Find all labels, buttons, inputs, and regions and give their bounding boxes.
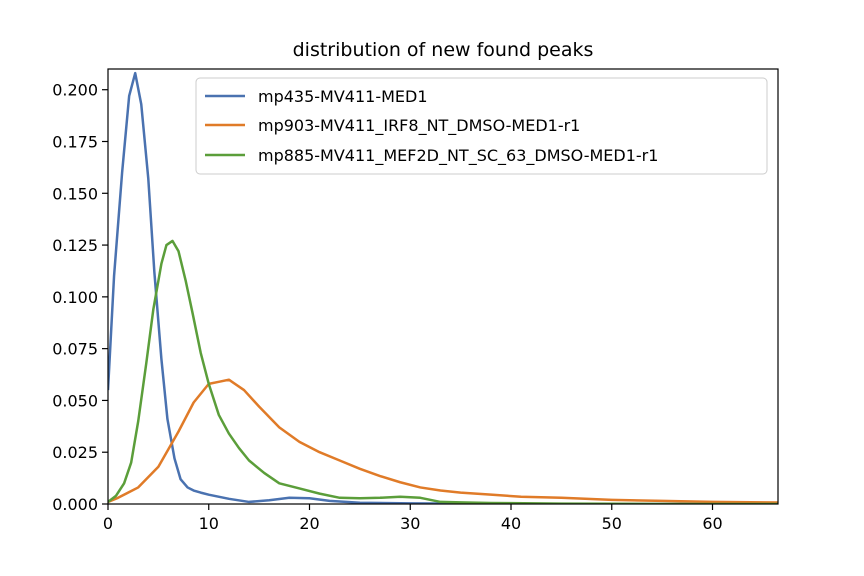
- legend-label-mp903: mp903-MV411_IRF8_NT_DMSO-MED1-r1: [258, 116, 580, 136]
- legend: mp435-MV411-MED1 mp903-MV411_IRF8_NT_DMS…: [195, 77, 768, 175]
- x-tick-label: 10: [199, 514, 219, 533]
- x-tick-label: 0: [103, 514, 113, 533]
- y-tick-label: 0.125: [52, 236, 98, 255]
- legend-box: [195, 77, 768, 175]
- chart-title: distribution of new found peaks: [293, 39, 594, 61]
- legend-label-mp435: mp435-MV411-MED1: [258, 87, 428, 106]
- y-tick-label: 0.175: [52, 133, 98, 152]
- x-tick-label: 50: [602, 514, 622, 533]
- x-tick-label: 20: [299, 514, 319, 533]
- y-tick-label: 0.200: [52, 81, 98, 100]
- y-tick-label: 0.025: [52, 443, 98, 462]
- x-tick-label: 40: [501, 514, 521, 533]
- y-tick-label: 0.000: [52, 495, 98, 514]
- y-tick-label: 0.100: [52, 288, 98, 307]
- legend-label-mp885: mp885-MV411_MEF2D_NT_SC_63_DMSO-MED1-r1: [258, 146, 658, 166]
- axes-frame: [107, 68, 779, 505]
- x-tick-label: 60: [702, 514, 722, 533]
- y-tick-label: 0.050: [52, 391, 98, 410]
- series-line-2: [108, 239, 778, 504]
- axis-ticks: 0 10 20 30 40 50 60 0.000 0.025 0.050 0.075 0.100 0.…: [52, 81, 723, 533]
- x-tick-label: 30: [400, 514, 420, 533]
- y-tick-label: 0.075: [52, 340, 98, 359]
- y-tick-label: 0.150: [52, 184, 98, 203]
- series-line-1: [108, 378, 778, 504]
